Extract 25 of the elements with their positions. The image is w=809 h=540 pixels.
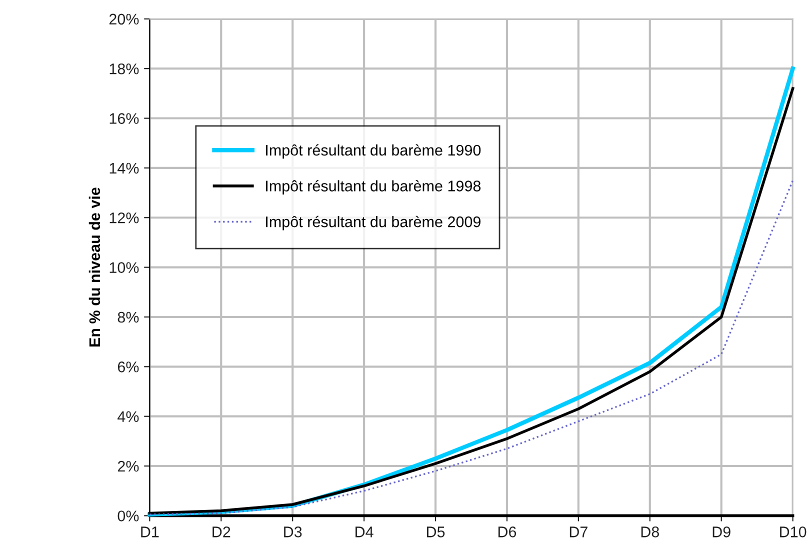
x-tick-label: D3 bbox=[284, 526, 302, 538]
x-tick-label: D7 bbox=[570, 526, 588, 538]
y-tick-label: 20% bbox=[109, 14, 139, 25]
x-tick-label: D1 bbox=[141, 526, 159, 538]
y-tick-label: 10% bbox=[110, 262, 139, 273]
legend-label: Impôt résultant du barème 1998 bbox=[266, 180, 481, 194]
y-tick-label: 12% bbox=[110, 212, 139, 224]
x-tick-label: D8 bbox=[641, 526, 659, 538]
y-tick-label: 4% bbox=[118, 411, 139, 422]
legend-label: Impôt résultant du barème 2009 bbox=[266, 216, 480, 230]
x-tick-label: D6 bbox=[498, 526, 516, 538]
y-tick-label: 2% bbox=[118, 460, 139, 472]
legend-label: Impôt résultant du barème 1990 bbox=[266, 144, 481, 159]
x-tick-label: D5 bbox=[427, 526, 445, 538]
y-tick-label: 0% bbox=[118, 510, 139, 522]
x-tick-label: D2 bbox=[212, 526, 230, 538]
y-tick-label: 8% bbox=[118, 312, 139, 323]
x-tick-label: D10 bbox=[780, 526, 806, 538]
y-tick-label: 18% bbox=[110, 63, 139, 74]
x-tick-label: D9 bbox=[712, 526, 730, 538]
y-axis-title: En % du niveau de vie bbox=[88, 188, 100, 347]
y-tick-label: 6% bbox=[118, 362, 139, 372]
x-tick-label: D4 bbox=[356, 526, 374, 538]
y-tick-label: 16% bbox=[110, 113, 139, 124]
y-tick-label: 14% bbox=[110, 162, 139, 174]
